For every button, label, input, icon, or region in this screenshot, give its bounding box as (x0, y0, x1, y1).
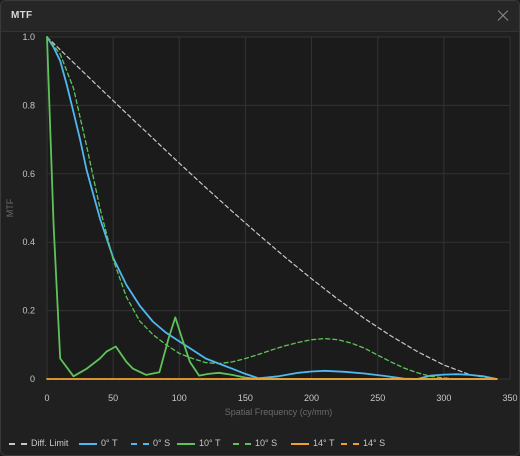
x-tick-label: 50 (108, 393, 118, 403)
legend-swatch (291, 443, 309, 445)
legend-swatch (131, 443, 149, 445)
legend-label: 10° S (255, 438, 278, 448)
series-line-4 (46, 36, 458, 380)
legend-label: 10° T (199, 438, 221, 448)
y-tick-label: 1.0 (22, 32, 35, 42)
legend-label: 0° S (153, 438, 171, 448)
legend-swatch (233, 443, 251, 445)
x-tick-label: 350 (502, 393, 517, 403)
mtf-chart: 0 50 100 150 200 250 300 350 0 0.2 0.4 0.6 0.8 1.0 S… (5, 32, 518, 417)
y-tick-label: 0.4 (22, 237, 35, 247)
y-axis-label: MTF (5, 198, 15, 217)
legend-label: Diff. Limit (31, 438, 69, 448)
x-tick-label: 150 (238, 393, 253, 403)
chart-legend: Diff. Limit 0° T 0° S 10° T 10° S 14° T 14° S (1, 435, 519, 453)
series-line-0 (46, 36, 498, 380)
legend-label: 14° S (363, 438, 386, 448)
window-title: MTF (11, 10, 33, 21)
legend-swatch (341, 443, 359, 445)
y-tick-labels: 0 0.2 0.4 0.6 0.8 1.0 (22, 32, 35, 384)
x-tick-label: 300 (436, 393, 451, 403)
y-tick-label: 0 (30, 374, 35, 384)
plot-area (46, 36, 511, 380)
series-layer (46, 36, 498, 380)
x-tick-label: 0 (44, 393, 49, 403)
y-tick-label: 0.8 (22, 100, 35, 110)
legend-swatch (177, 443, 195, 445)
x-tick-label: 200 (304, 393, 319, 403)
legend-label: 14° T (313, 438, 335, 448)
x-tick-labels: 0 50 100 150 200 250 300 350 (44, 393, 517, 403)
plot-background (46, 36, 511, 380)
series-line-1 (46, 36, 498, 380)
x-axis-label: Spatial Frequency (cy/mm) (225, 407, 333, 417)
y-tick-label: 0.6 (22, 169, 35, 179)
legend-swatch (9, 443, 27, 445)
x-tick-label: 100 (172, 393, 187, 403)
legend-label: 0° T (101, 438, 118, 448)
y-tick-label: 0.2 (22, 306, 35, 316)
legend-swatch (79, 443, 97, 445)
x-tick-label: 250 (370, 393, 385, 403)
title-bar: MTF (1, 1, 519, 32)
